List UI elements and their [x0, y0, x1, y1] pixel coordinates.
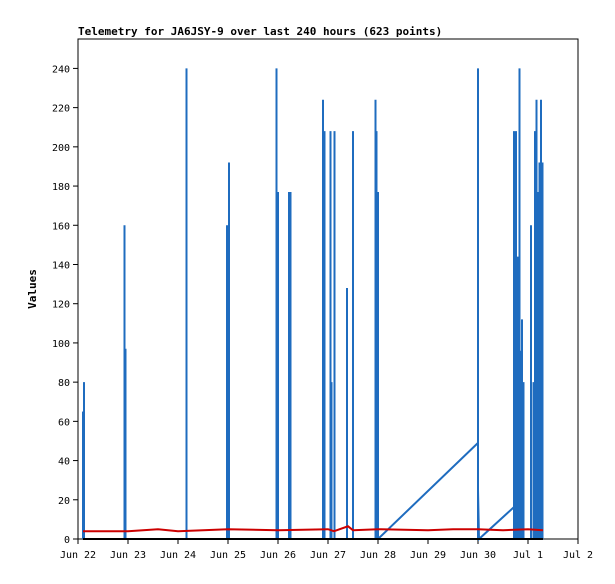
y-tick-label: 240: [52, 64, 70, 75]
y-tick-label: 160: [52, 221, 70, 232]
x-tick-label: Jun 27: [310, 550, 346, 561]
y-tick-label: 80: [58, 378, 70, 389]
x-axis-ticks: Jun 22 Jun 23 Jun 24 Jun 25 Jun 26 Jun 27 Jun …: [60, 539, 593, 561]
x-tick-label: Jul 2: [563, 550, 593, 561]
x-tick-label: Jun 25: [210, 550, 246, 561]
y-tick-label: 20: [58, 496, 70, 507]
y-tick-label: 220: [52, 104, 70, 115]
plot-frame: [77, 38, 579, 540]
y-tick-label: 120: [52, 300, 70, 311]
series-layer: [82, 68, 544, 542]
telemetry-ramp-line: [377, 440, 518, 542]
x-tick-label: Jun 29: [410, 550, 446, 561]
x-tick-label: Jun 23: [110, 550, 146, 561]
low-value-series-line: [83, 525, 544, 533]
y-axis-label: Values: [26, 269, 39, 309]
x-tick-label: Jun 26: [260, 550, 296, 561]
x-tick-label: Jun 22: [60, 550, 96, 561]
y-tick-label: 0: [64, 535, 70, 546]
x-tick-label: Jun 30: [460, 550, 496, 561]
y-tick-label: 60: [58, 417, 70, 428]
x-tick-label: Jun 28: [360, 550, 396, 561]
y-tick-label: 40: [58, 457, 70, 468]
y-axis-ticks: 0 20 40 60 80 100 120 140 160 180 200 220 240: [52, 64, 78, 546]
y-tick-label: 180: [52, 182, 70, 193]
chart-title: Telemetry for JA6JSY-9 over last 240 hou…: [78, 25, 442, 38]
y-tick-label: 200: [52, 143, 70, 154]
x-tick-label: Jul 1: [513, 550, 543, 561]
y-tick-label: 140: [52, 260, 70, 271]
x-tick-label: Jun 24: [160, 550, 196, 561]
y-tick-label: 100: [52, 339, 70, 350]
